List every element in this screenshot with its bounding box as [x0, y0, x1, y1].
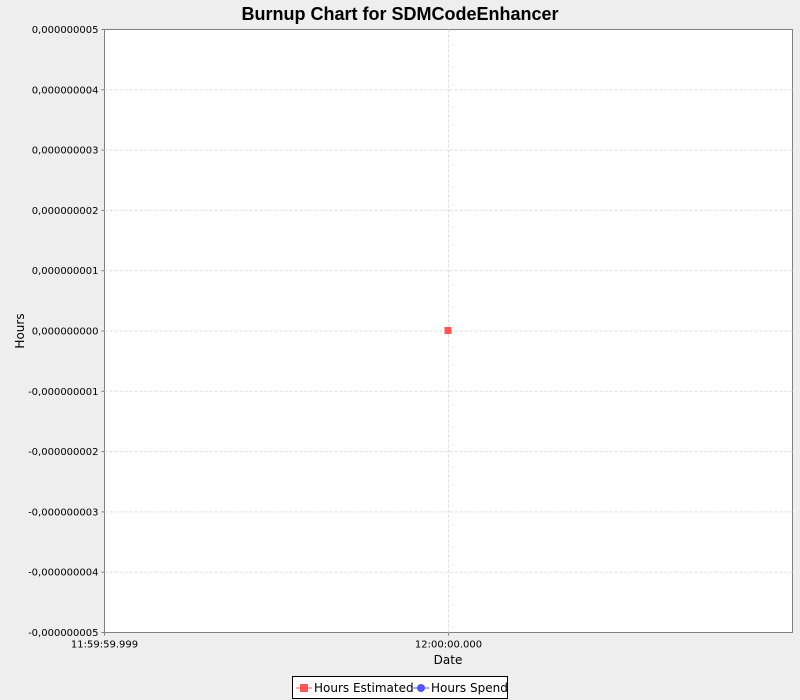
y-tick-label: 0,000000004	[32, 85, 99, 96]
x-tick-label: 11:59:59.999	[71, 640, 138, 651]
y-tick-label: 0,000000005	[32, 25, 99, 36]
y-tick-label: 0,000000003	[32, 146, 99, 157]
legend-item-hours-spend: Hours Spend	[413, 681, 508, 695]
legend-label-hours-spend: Hours Spend	[431, 681, 508, 695]
x-tick-label: 12:00:00.000	[415, 640, 482, 651]
y-tick-label: 0,000000002	[32, 206, 99, 217]
y-tick-label: 0,000000001	[32, 266, 99, 277]
y-tick-label: -0,000000002	[28, 447, 98, 458]
legend-circle-marker	[417, 684, 425, 692]
legend-item-hours-estimated: Hours Estimated	[296, 681, 414, 695]
y-tick-label: -0,000000005	[28, 628, 98, 639]
y-tick-label: 0,000000000	[32, 327, 99, 338]
y-tick-label: -0,000000003	[28, 507, 98, 518]
y-tick-label: -0,000000004	[28, 568, 98, 579]
x-axis-label: Date	[434, 653, 463, 667]
legend-label-hours-estimated: Hours Estimated	[314, 681, 414, 695]
legend-square-marker	[300, 684, 308, 692]
y-tick-label: -0,000000001	[28, 387, 98, 398]
series-marks	[444, 327, 452, 334]
chart-title: Burnup Chart for SDMCodeEnhancer	[241, 4, 558, 24]
legend: Hours Estimated Hours Spend	[292, 676, 508, 699]
data-point-hours-estimated	[444, 327, 452, 334]
x-axis-ticks: 11:59:59.999 12:00:00.000	[71, 632, 482, 651]
legend-box	[292, 676, 508, 699]
y-axis-label: Hours	[13, 313, 27, 348]
y-axis-ticks: 0,000000005 0,000000004 0,000000003 0,00000…	[28, 25, 105, 639]
